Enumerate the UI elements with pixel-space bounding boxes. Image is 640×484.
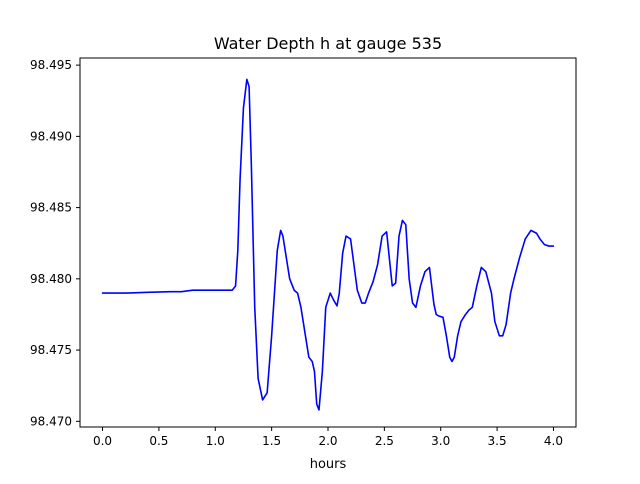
x-tick-label: 1.0 [206,434,225,448]
x-tick-label: 2.5 [375,434,394,448]
chart-title: Water Depth h at gauge 535 [214,34,442,53]
x-axis-ticks: 0.0 0.5 1.0 1.5 2.0 2.5 3.0 3.5 4.0 [93,427,563,448]
series-layer [101,78,555,411]
x-tick-label: 4.0 [544,434,563,448]
y-tick-label: 98.495 [30,58,72,72]
x-tick-label: 0.0 [93,434,112,448]
y-axis-ticks: 98.470 98.475 98.480 98.485 98.490 98.495 [30,58,80,428]
y-tick-label: 98.480 [30,272,72,286]
y-tick-label: 98.485 [30,201,72,215]
plot-frame [79,57,577,428]
x-axis-label: hours [310,457,347,472]
x-tick-label: 3.0 [431,434,450,448]
x-tick-label: 1.5 [262,434,281,448]
y-tick-label: 98.470 [30,414,72,428]
y-tick-label: 98.475 [30,343,72,357]
x-tick-label: 3.5 [488,434,507,448]
series-line [101,78,555,411]
x-tick-label: 2.0 [318,434,337,448]
y-tick-label: 98.490 [30,129,72,143]
plot-background [80,58,576,427]
x-tick-label: 0.5 [149,434,168,448]
